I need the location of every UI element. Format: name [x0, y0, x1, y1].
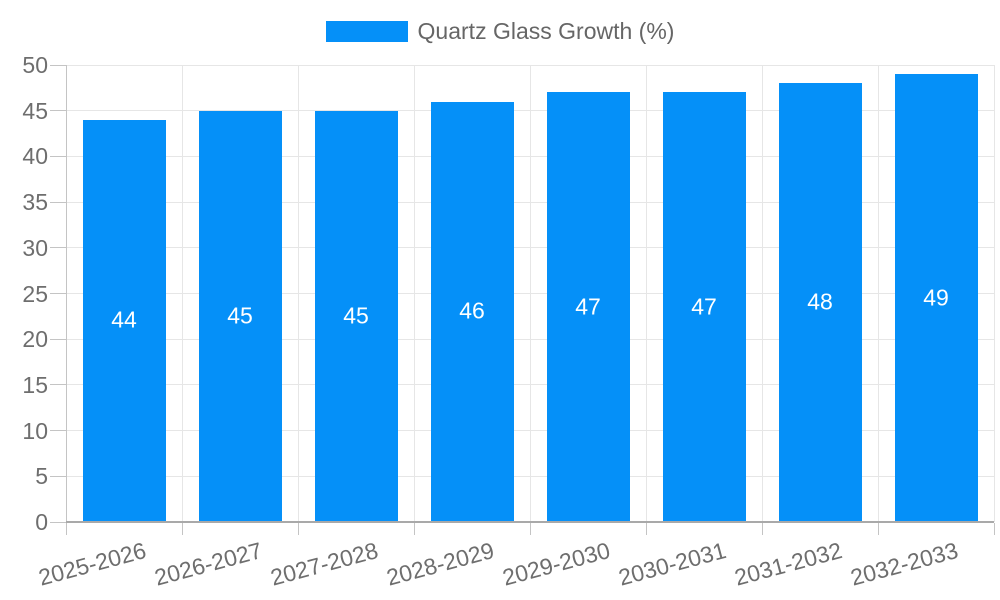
x-tick-mark	[529, 523, 531, 535]
bar: 45	[198, 110, 282, 521]
bar-value-label: 45	[227, 302, 253, 329]
y-tick-label: 30	[22, 234, 48, 261]
y-tick-mark	[50, 384, 66, 386]
y-tick-mark	[50, 521, 66, 523]
y-tick-label: 25	[22, 280, 48, 307]
v-gridline	[181, 65, 183, 522]
x-tick-label: 2031-2032	[731, 537, 845, 591]
bar-value-label: 49	[923, 284, 949, 311]
v-gridline	[645, 65, 647, 522]
x-tick-mark	[413, 523, 415, 535]
bar: 46	[430, 101, 514, 521]
bar: 49	[894, 74, 978, 521]
v-gridline	[761, 65, 763, 522]
bar: 44	[82, 119, 166, 521]
x-tick-label: 2025-2026	[35, 537, 149, 591]
bar: 47	[546, 92, 630, 521]
x-tick-mark	[993, 523, 995, 535]
y-tick-mark	[50, 110, 66, 112]
x-tick-mark	[877, 523, 879, 535]
x-tick-mark	[761, 523, 763, 535]
bar-value-label: 44	[111, 306, 137, 333]
x-tick-label: 2026-2027	[151, 537, 265, 591]
x-tick-label: 2029-2030	[499, 537, 613, 591]
y-tick-label: 35	[22, 189, 48, 216]
bar: 45	[314, 110, 398, 521]
x-tick-label: 2032-2033	[847, 537, 961, 591]
bar: 48	[778, 83, 862, 521]
v-gridline	[877, 65, 879, 522]
bar-value-label: 47	[575, 293, 601, 320]
bar-value-label: 45	[343, 302, 369, 329]
bar-value-label: 46	[459, 297, 485, 324]
y-tick-mark	[50, 338, 66, 340]
x-tick-mark	[65, 523, 67, 535]
y-tick-label: 45	[22, 97, 48, 124]
x-tick-label: 2030-2031	[615, 537, 729, 591]
y-tick-label: 50	[22, 52, 48, 78]
y-tick-mark	[50, 201, 66, 203]
y-tick-label: 40	[22, 143, 48, 170]
v-gridline	[993, 65, 995, 522]
x-axis-baseline	[66, 521, 994, 523]
v-gridline	[529, 65, 531, 522]
y-tick-mark	[50, 155, 66, 157]
y-tick-mark	[50, 293, 66, 294]
y-tick-label: 20	[22, 326, 48, 353]
bar-value-label: 47	[691, 293, 717, 320]
bar: 47	[662, 92, 746, 521]
legend[interactable]: Quartz Glass Growth (%)	[0, 17, 1000, 45]
bar-value-label: 48	[807, 288, 833, 315]
x-tick-mark	[297, 523, 299, 535]
y-tick-mark	[50, 64, 66, 66]
legend-swatch	[325, 20, 408, 42]
y-tick-mark	[50, 430, 66, 432]
y-tick-mark	[50, 247, 66, 249]
x-tick-label: 2027-2028	[267, 537, 381, 591]
legend-label: Quartz Glass Growth (%)	[417, 18, 675, 44]
v-gridline	[297, 65, 299, 522]
v-gridline	[413, 65, 415, 522]
plot-area: 44 45 45 46 47 47 48 49	[66, 64, 995, 523]
y-tick-label: 0	[35, 509, 48, 535]
y-axis-line	[66, 65, 67, 522]
x-tick-mark	[645, 523, 647, 535]
y-tick-label: 15	[22, 371, 48, 398]
y-tick-label: 10	[22, 417, 48, 444]
y-tick-label: 5	[35, 463, 48, 490]
x-tick-mark	[181, 523, 183, 535]
x-tick-label: 2028-2029	[383, 537, 497, 591]
y-tick-mark	[50, 475, 66, 477]
